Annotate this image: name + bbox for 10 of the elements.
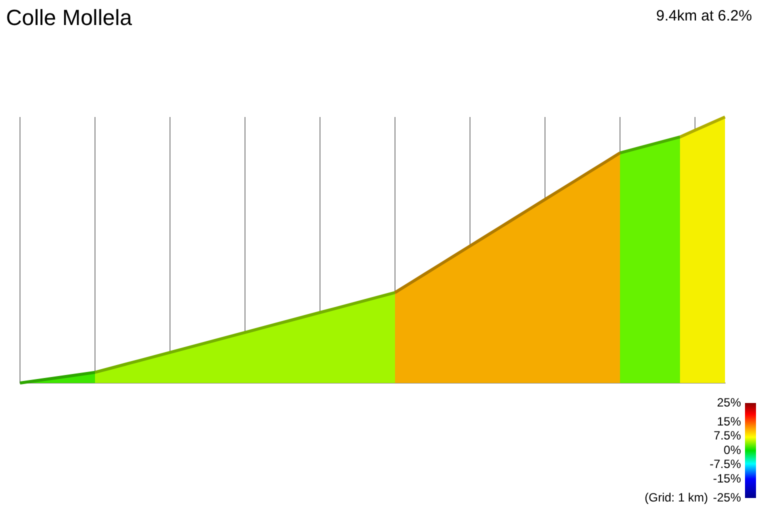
color-bar-label: 15% bbox=[716, 414, 742, 428]
chart-title: Colle Mollela bbox=[6, 5, 133, 30]
color-bar-label: -15% bbox=[712, 471, 742, 486]
color-bar-label: 0% bbox=[724, 442, 742, 457]
chart-subtitle: 9.4km at 6.2% bbox=[656, 8, 752, 25]
color-bar-label: 7.5% bbox=[714, 428, 742, 443]
color-bar-label: -7.5% bbox=[710, 457, 742, 472]
text: (Grid: 1 km) bbox=[644, 490, 708, 504]
color-bar-label: -25% bbox=[712, 490, 742, 504]
color-bar-label: 25% bbox=[716, 395, 742, 410]
